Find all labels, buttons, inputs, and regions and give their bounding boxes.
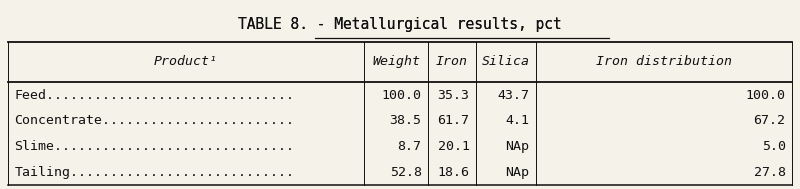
Text: Tailing............................: Tailing............................ [14, 166, 294, 179]
Text: Weight: Weight [372, 55, 420, 68]
Text: 38.5: 38.5 [390, 114, 422, 127]
Text: TABLE 8. - Metallurgical results, pct: TABLE 8. - Metallurgical results, pct [238, 17, 562, 32]
Text: 18.6: 18.6 [438, 166, 470, 179]
Text: 4.1: 4.1 [506, 114, 530, 127]
Text: Product¹: Product¹ [154, 55, 218, 68]
Text: Iron distribution: Iron distribution [596, 55, 732, 68]
Text: TABLE 8. -: TABLE 8. - [0, 188, 1, 189]
Text: 100.0: 100.0 [746, 89, 786, 102]
Text: 8.7: 8.7 [398, 140, 422, 153]
Text: Concentrate........................: Concentrate........................ [14, 114, 294, 127]
Text: 35.3: 35.3 [438, 89, 470, 102]
Text: 100.0: 100.0 [382, 89, 422, 102]
Text: 20.1: 20.1 [438, 140, 470, 153]
Text: 67.2: 67.2 [754, 114, 786, 127]
Text: Silica: Silica [482, 55, 530, 68]
Text: 52.8: 52.8 [390, 166, 422, 179]
Text: Iron: Iron [436, 55, 468, 68]
Text: NAp: NAp [506, 140, 530, 153]
Text: NAp: NAp [506, 166, 530, 179]
Text: 27.8: 27.8 [754, 166, 786, 179]
Text: 61.7: 61.7 [438, 114, 470, 127]
Text: TABLE 8. - Metallurgical results, pct: TABLE 8. - Metallurgical results, pct [238, 17, 562, 32]
Text: 43.7: 43.7 [498, 89, 530, 102]
Text: Slime..............................: Slime.............................. [14, 140, 294, 153]
Text: 5.0: 5.0 [762, 140, 786, 153]
Text: Feed...............................: Feed............................... [14, 89, 294, 102]
